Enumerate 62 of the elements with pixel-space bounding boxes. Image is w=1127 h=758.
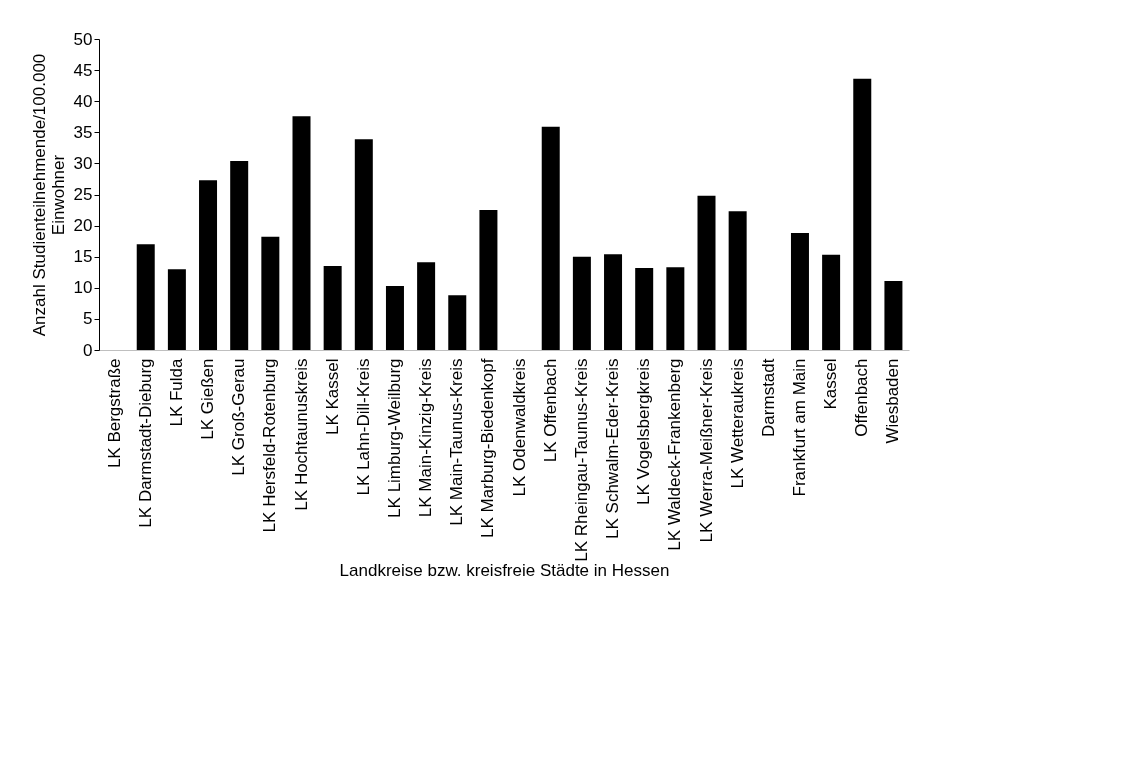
x-tick-label: LK Waldeck-Frankenberg (665, 358, 685, 551)
x-tick-label: LK Marburg-Biedenkopf (478, 358, 498, 539)
bar (323, 266, 342, 350)
bar (448, 295, 467, 350)
x-tick-label: Offenbach (852, 358, 872, 437)
bar (572, 256, 591, 350)
bar (697, 195, 716, 350)
bar (479, 210, 498, 350)
y-tick-label: 15 (73, 247, 93, 267)
x-tick-label: LK Rheingau-Taunus-Kreis (571, 358, 591, 562)
y-axis-title: Anzahl Studienteilnehmende/100.000 Einwohner (29, 53, 68, 337)
x-tick-label: LK Hersfeld-Rotenburg (260, 358, 280, 533)
x-tick-label: Wiesbaden (883, 358, 903, 444)
bar (385, 285, 404, 350)
bar (292, 116, 311, 350)
x-tick-label: LK Vogelsbergkreis (634, 358, 654, 505)
x-tick-label: LK Main-Kinzig-Kreis (416, 358, 436, 518)
bar (199, 180, 218, 350)
x-tick-label: LK Bergstraße (104, 358, 124, 469)
bar (261, 236, 280, 350)
bar (666, 267, 685, 350)
bar (354, 139, 373, 350)
x-tick-label: LK Werra-Meißner-Kreis (696, 358, 716, 543)
x-tick-label: LK Offenbach (540, 358, 560, 463)
bar (230, 160, 249, 350)
x-tick-label: LK Lahn-Dill-Kreis (353, 358, 373, 496)
bar (790, 233, 809, 350)
y-tick-label: 20 (73, 216, 93, 236)
x-axis-title: Landkreise bzw. kreisfreie Städte in Hessen (339, 560, 670, 580)
x-tick-label: Darmstadt (758, 358, 778, 437)
x-tick-label: LK Schwalm-Eder-Kreis (603, 358, 623, 539)
y-tick-label: 10 (73, 278, 93, 298)
x-tick-label: LK Wetteraukreis (727, 358, 747, 489)
x-tick-label: LK Groß-Gerau (229, 358, 249, 476)
bar (167, 269, 186, 350)
x-tick-label: LK Gießen (198, 358, 218, 440)
x-tick-label: Kassel (821, 358, 841, 410)
bar (635, 267, 654, 350)
bar (884, 280, 903, 350)
y-tick-label: 45 (73, 60, 93, 80)
x-tick-label: LK Main-Taunus-Kreis (447, 358, 467, 526)
x-tick-label: Frankfurt am Main (789, 358, 809, 497)
x-tick-label: LK Hochtaunuskreis (291, 358, 311, 511)
bar (136, 244, 155, 350)
y-tick-label: 0 (83, 340, 93, 360)
bar (822, 254, 841, 350)
x-tick-label: LK Odenwaldkreis (509, 358, 529, 497)
x-tick-label: LK Fulda (166, 357, 186, 427)
y-tick-label: 5 (83, 309, 93, 329)
y-tick-label: 35 (73, 122, 93, 142)
bar (604, 254, 623, 350)
bar (417, 262, 436, 350)
y-tick-label: 25 (73, 185, 93, 204)
y-tick-label: 40 (73, 91, 93, 111)
x-tick-label: LK Darmstadt-Dieburg (135, 358, 155, 528)
bar (853, 78, 872, 350)
y-tick-label: 50 (73, 29, 93, 49)
x-tick-label: LK Limburg-Weilburg (384, 358, 404, 518)
y-tick-label: 30 (73, 153, 93, 173)
bar (541, 126, 560, 350)
x-tick-label: LK Kassel (322, 358, 342, 436)
bar (728, 211, 747, 350)
